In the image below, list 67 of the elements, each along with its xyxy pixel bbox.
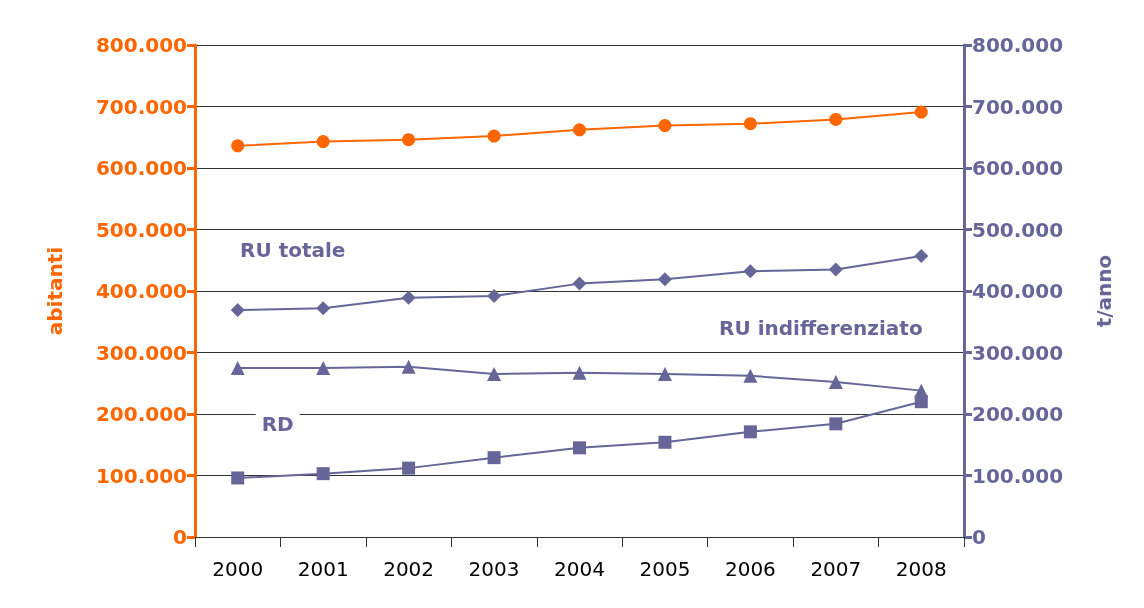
y-tick-label: 0 [173, 525, 187, 549]
y-tick-label: 600.000 [95, 156, 187, 180]
point [231, 139, 245, 153]
point [658, 435, 672, 449]
point [316, 467, 330, 481]
y-tick-label: 400.000 [95, 279, 187, 303]
point [316, 135, 330, 149]
x-tick-label: 2001 [297, 557, 349, 581]
y2-tick-label: 100.000 [972, 463, 1064, 488]
y2-tick-label: 200.000 [972, 402, 1064, 426]
y2-axis-title: t/anno [1092, 254, 1116, 328]
point [914, 105, 928, 119]
x-tick-label: 2006 [724, 557, 776, 581]
point [316, 360, 331, 375]
point [487, 129, 501, 143]
series-label: RU indifferenziato [719, 316, 923, 341]
point [573, 123, 586, 137]
point [231, 471, 245, 485]
text: RU totale [240, 238, 346, 263]
y2-tick-label: 400.000 [972, 279, 1064, 303]
point [401, 359, 416, 374]
point [914, 248, 929, 263]
point [657, 272, 672, 287]
point [828, 262, 843, 277]
y2-tick-label: 300.000 [972, 340, 1064, 365]
x-tick-label: 2004 [554, 557, 605, 581]
point [914, 395, 928, 409]
y2-tick-label: 800.000 [972, 33, 1064, 57]
point [487, 451, 501, 465]
point [828, 375, 843, 390]
point [401, 290, 416, 305]
point [743, 368, 758, 383]
y2-tick-label: 700.000 [972, 94, 1064, 119]
x-tick-label: 2007 [810, 557, 862, 581]
point [487, 288, 502, 303]
point [230, 303, 245, 318]
x-tick-label: 2000 [212, 557, 264, 581]
point [402, 461, 416, 475]
x-tick-label: 2005 [639, 557, 691, 581]
point [743, 264, 758, 279]
point [572, 276, 587, 291]
point [402, 133, 416, 147]
x-tick-label: 2008 [895, 557, 947, 581]
point [573, 441, 586, 455]
series-label: RD [261, 412, 294, 437]
point [743, 117, 757, 131]
point [487, 367, 502, 382]
point [657, 367, 672, 382]
y-tick-label: 300.000 [95, 340, 187, 365]
point [572, 365, 587, 380]
y-tick-label: 700.000 [95, 94, 187, 119]
point [230, 360, 245, 375]
y-tick-label: 800.000 [95, 33, 187, 57]
point [829, 417, 843, 431]
y2-tick-label: 500.000 [972, 217, 1064, 242]
y2-tick-label: 0 [972, 525, 986, 549]
point [743, 425, 757, 439]
y2-tick-label: 600.000 [972, 156, 1064, 180]
x-tick-label: 2003 [468, 557, 520, 581]
point [316, 301, 331, 316]
x-tick-label: 2002 [383, 557, 435, 581]
y-tick-label: 500.000 [95, 217, 187, 242]
y-tick-label: 200.000 [95, 402, 187, 426]
point [658, 119, 672, 133]
y-axis-title: abitanti [43, 246, 67, 336]
point [829, 112, 843, 126]
y-tick-label: 100.000 [95, 463, 187, 488]
